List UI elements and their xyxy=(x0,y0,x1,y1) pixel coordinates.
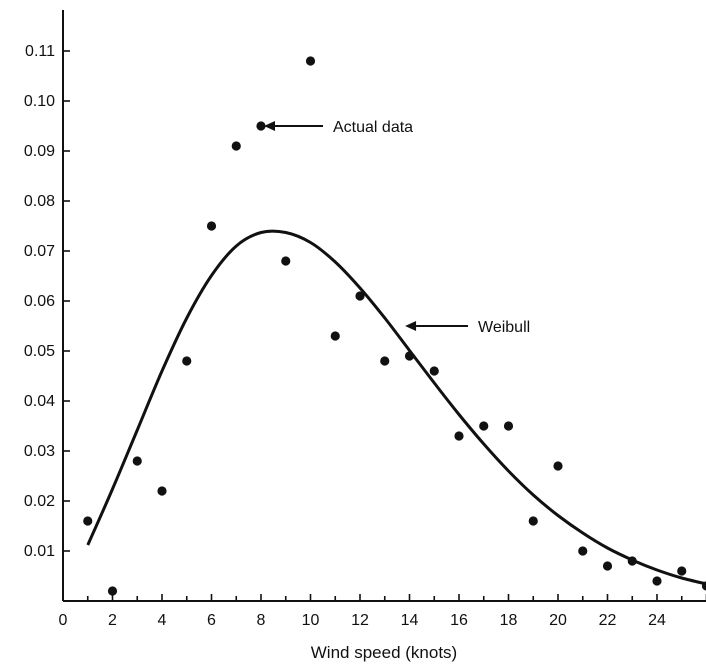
x-tick-label: 16 xyxy=(450,612,468,629)
data-point xyxy=(627,556,637,566)
x-tick-label: 12 xyxy=(351,612,369,629)
x-tick-label: 2 xyxy=(108,612,117,629)
weibull-curve xyxy=(86,229,706,586)
y-tick-label: 0.06 xyxy=(24,293,55,310)
x-tick-label: 14 xyxy=(401,612,419,629)
x-axis-ticks: 0 2 4 6 8 10 12 14 16 18 20 22 24 xyxy=(59,594,706,629)
y-tick-label: 0.08 xyxy=(24,193,55,210)
data-point xyxy=(206,221,217,231)
x-tick-label: 24 xyxy=(648,612,666,629)
data-point xyxy=(330,331,340,341)
data-point xyxy=(479,421,489,431)
y-tick-label: 0.03 xyxy=(24,443,55,460)
annotation-actual-data: Actual data xyxy=(333,119,413,136)
data-point xyxy=(578,546,588,556)
data-points xyxy=(83,56,706,596)
x-tick-label: 8 xyxy=(257,612,266,629)
y-tick-label: 0.04 xyxy=(24,393,55,410)
annotation-weibull: Weibull xyxy=(478,319,530,336)
data-point xyxy=(652,576,662,586)
data-point xyxy=(454,431,464,441)
data-point xyxy=(503,421,514,431)
y-tick-label: 0.10 xyxy=(24,93,55,110)
x-tick-label: 10 xyxy=(302,612,320,629)
y-tick-label: 0.01 xyxy=(24,543,55,560)
data-point xyxy=(429,366,439,376)
annotations: Actual data Weibull xyxy=(264,119,530,336)
data-point xyxy=(231,141,241,151)
data-point xyxy=(83,516,93,526)
data-point xyxy=(404,351,415,361)
annotation-arrow-head xyxy=(264,121,275,131)
y-tick-label: 0.11 xyxy=(25,43,55,60)
data-point xyxy=(182,356,192,366)
y-axis-ticks: 0.01 0.02 0.03 0.04 0.05 0.06 0.07 0.08 0.09 0.10… xyxy=(24,43,70,560)
data-point xyxy=(677,566,687,576)
data-point xyxy=(132,456,142,466)
x-axis-label: Wind speed (knots) xyxy=(311,643,457,662)
data-point xyxy=(528,516,538,526)
data-point xyxy=(701,581,706,591)
x-tick-label: 4 xyxy=(158,612,167,629)
annotation-arrow-head xyxy=(405,321,417,331)
data-point xyxy=(157,486,167,496)
data-point xyxy=(602,561,613,571)
data-point xyxy=(256,121,266,131)
axes xyxy=(62,10,706,602)
x-tick-label: 22 xyxy=(599,612,617,629)
y-tick-label: 0.09 xyxy=(24,143,55,160)
data-point xyxy=(107,586,118,596)
y-tick-label: 0.07 xyxy=(24,243,55,260)
y-tick-label: 0.05 xyxy=(24,343,55,360)
x-tick-label: 6 xyxy=(207,612,216,629)
x-tick-label: 20 xyxy=(549,612,567,629)
data-point xyxy=(305,56,316,66)
y-tick-label: 0.02 xyxy=(24,493,55,510)
data-point xyxy=(355,291,365,301)
x-tick-label: 0 xyxy=(59,612,68,629)
data-point xyxy=(281,256,291,266)
data-point xyxy=(380,356,390,366)
data-point xyxy=(553,461,563,471)
x-tick-label: 18 xyxy=(500,612,518,629)
